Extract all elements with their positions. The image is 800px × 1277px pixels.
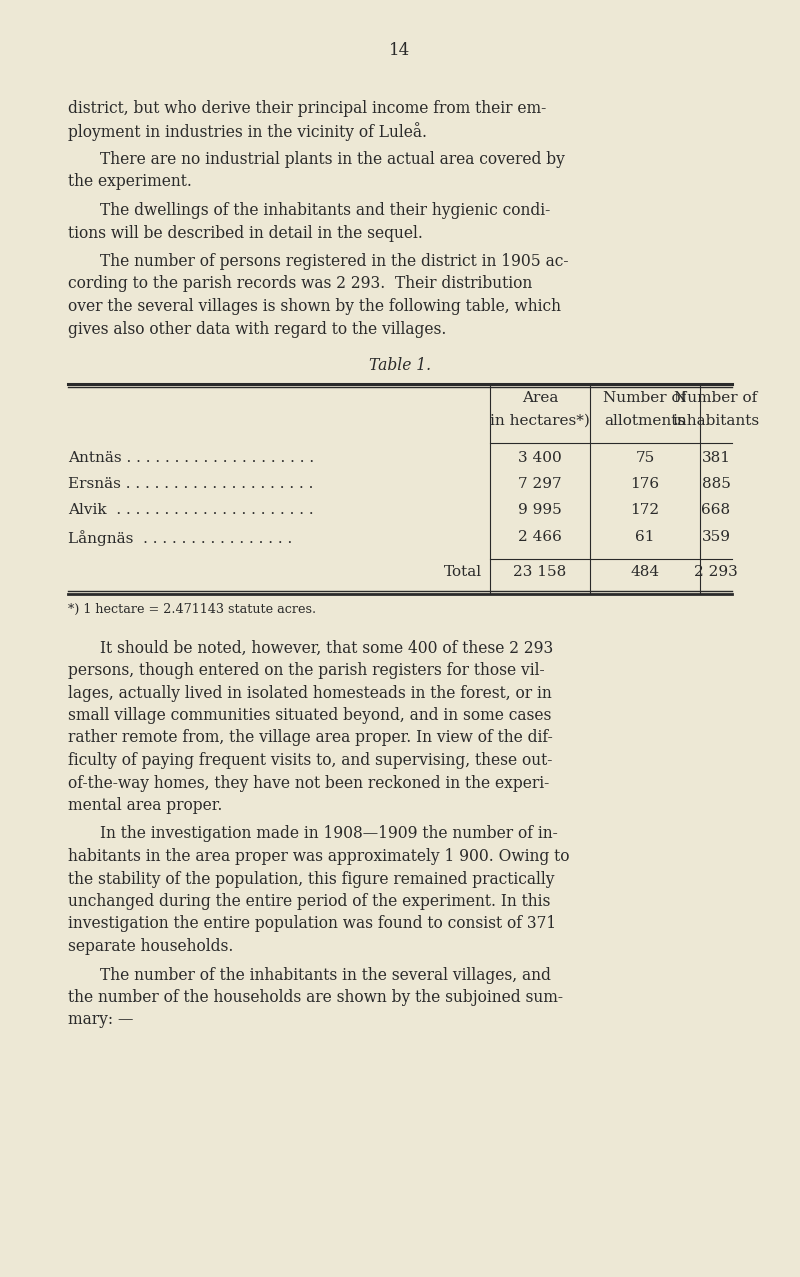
Text: Antnäs . . . . . . . . . . . . . . . . . . . .: Antnäs . . . . . . . . . . . . . . . . .… [68,451,314,465]
Text: Number of: Number of [674,392,758,406]
Text: Alvik  . . . . . . . . . . . . . . . . . . . . .: Alvik . . . . . . . . . . . . . . . . . … [68,503,314,517]
Text: persons, though entered on the parish registers for those vil-: persons, though entered on the parish re… [68,661,545,679]
Text: 61: 61 [635,530,654,544]
Text: 9 995: 9 995 [518,503,562,517]
Text: 381: 381 [702,451,730,465]
Text: 176: 176 [630,478,659,490]
Text: over the several villages is shown by the following table, which: over the several villages is shown by th… [68,298,561,315]
Text: of-the-way homes, they have not been reckoned in the experi-: of-the-way homes, they have not been rec… [68,774,550,792]
Text: investigation the entire population was found to consist of 371: investigation the entire population was … [68,916,556,932]
Text: mental area proper.: mental area proper. [68,797,222,813]
Text: separate households.: separate households. [68,939,234,955]
Text: Table 1.: Table 1. [369,358,431,374]
Text: ficulty of paying frequent visits to, and supervising, these out-: ficulty of paying frequent visits to, an… [68,752,552,769]
Text: mary: —: mary: — [68,1011,134,1028]
Text: allotments: allotments [605,414,686,428]
Text: Number of: Number of [603,392,686,406]
Text: Ersnäs . . . . . . . . . . . . . . . . . . . .: Ersnäs . . . . . . . . . . . . . . . . .… [68,478,314,490]
Text: 885: 885 [702,478,730,490]
Text: Långnäs  . . . . . . . . . . . . . . . .: Långnäs . . . . . . . . . . . . . . . . [68,530,292,545]
Text: 2 293: 2 293 [694,564,738,578]
Text: inhabitants: inhabitants [673,414,759,428]
Text: In the investigation made in 1908—1909 the number of in-: In the investigation made in 1908—1909 t… [100,825,558,843]
Text: 359: 359 [702,530,730,544]
Text: habitants in the area proper was approximately 1 900. Owing to: habitants in the area proper was approxi… [68,848,570,865]
Text: 668: 668 [702,503,730,517]
Text: 14: 14 [390,42,410,59]
Text: in hectares*): in hectares*) [490,414,590,428]
Text: It should be noted, however, that some 400 of these 2 293: It should be noted, however, that some 4… [100,640,554,656]
Text: The dwellings of the inhabitants and their hygienic condi-: The dwellings of the inhabitants and the… [100,202,550,218]
Text: cording to the parish records was 2 293.  Their distribution: cording to the parish records was 2 293.… [68,276,532,292]
Text: The number of persons registered in the district in 1905 ac-: The number of persons registered in the … [100,253,569,269]
Text: 23 158: 23 158 [514,564,566,578]
Text: gives also other data with regard to the villages.: gives also other data with regard to the… [68,321,446,337]
Text: 2 466: 2 466 [518,530,562,544]
Text: There are no industrial plants in the actual area covered by: There are no industrial plants in the ac… [100,151,565,169]
Text: *) 1 hectare = 2.471143 statute acres.: *) 1 hectare = 2.471143 statute acres. [68,603,316,616]
Text: lages, actually lived in isolated homesteads in the forest, or in: lages, actually lived in isolated homest… [68,684,552,701]
Text: small village communities situated beyond, and in some cases: small village communities situated beyon… [68,707,551,724]
Text: Area: Area [522,392,558,406]
Text: unchanged during the entire period of the experiment. In this: unchanged during the entire period of th… [68,893,550,911]
Text: district, but who derive their principal income from their em-: district, but who derive their principal… [68,100,546,117]
Text: 75: 75 [635,451,654,465]
Text: the experiment.: the experiment. [68,174,192,190]
Text: 484: 484 [630,564,659,578]
Text: tions will be described in detail in the sequel.: tions will be described in detail in the… [68,225,423,241]
Text: 7 297: 7 297 [518,478,562,490]
Text: the stability of the population, this figure remained practically: the stability of the population, this fi… [68,871,554,888]
Text: The number of the inhabitants in the several villages, and: The number of the inhabitants in the sev… [100,967,551,983]
Text: rather remote from, the village area proper. In view of the dif-: rather remote from, the village area pro… [68,729,553,747]
Text: the number of the households are shown by the subjoined sum-: the number of the households are shown b… [68,988,563,1006]
Text: 3 400: 3 400 [518,451,562,465]
Text: ployment in industries in the vicinity of Luleå.: ployment in industries in the vicinity o… [68,123,427,142]
Text: 172: 172 [630,503,659,517]
Text: Total: Total [444,564,482,578]
